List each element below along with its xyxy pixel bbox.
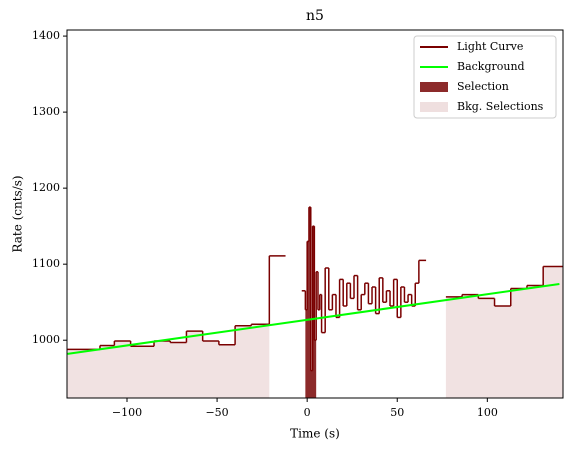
x-tick-label: −50 [205,406,228,419]
background-line [67,282,560,355]
x-tick-label: 100 [477,406,498,419]
chart-title: n5 [306,8,324,24]
x-tick-label: −100 [112,406,142,419]
y-tick-label: 1100 [32,257,60,270]
x-tick-label: 50 [390,406,404,419]
x-tick-label: 0 [304,406,311,419]
legend-swatch [420,102,448,112]
x-axis-label: Time (s) [290,427,340,441]
legend-swatch [420,82,448,92]
y-tick-label: 1400 [32,29,60,42]
legend-frame [413,35,557,119]
legend-label: Light Curve [457,40,523,53]
plot-frame [66,29,564,399]
bkg-selection [445,266,563,398]
legend-label: Background [457,60,525,73]
y-tick-label: 1000 [32,333,60,346]
legend-label: Bkg. Selections [457,100,544,113]
legend-label: Selection [457,80,509,93]
y-axis-label: Rate (cnts/s) [11,175,25,252]
y-tick-label: 1200 [32,181,60,194]
bkg-selection [67,324,270,398]
y-tick-label: 1300 [32,105,60,118]
